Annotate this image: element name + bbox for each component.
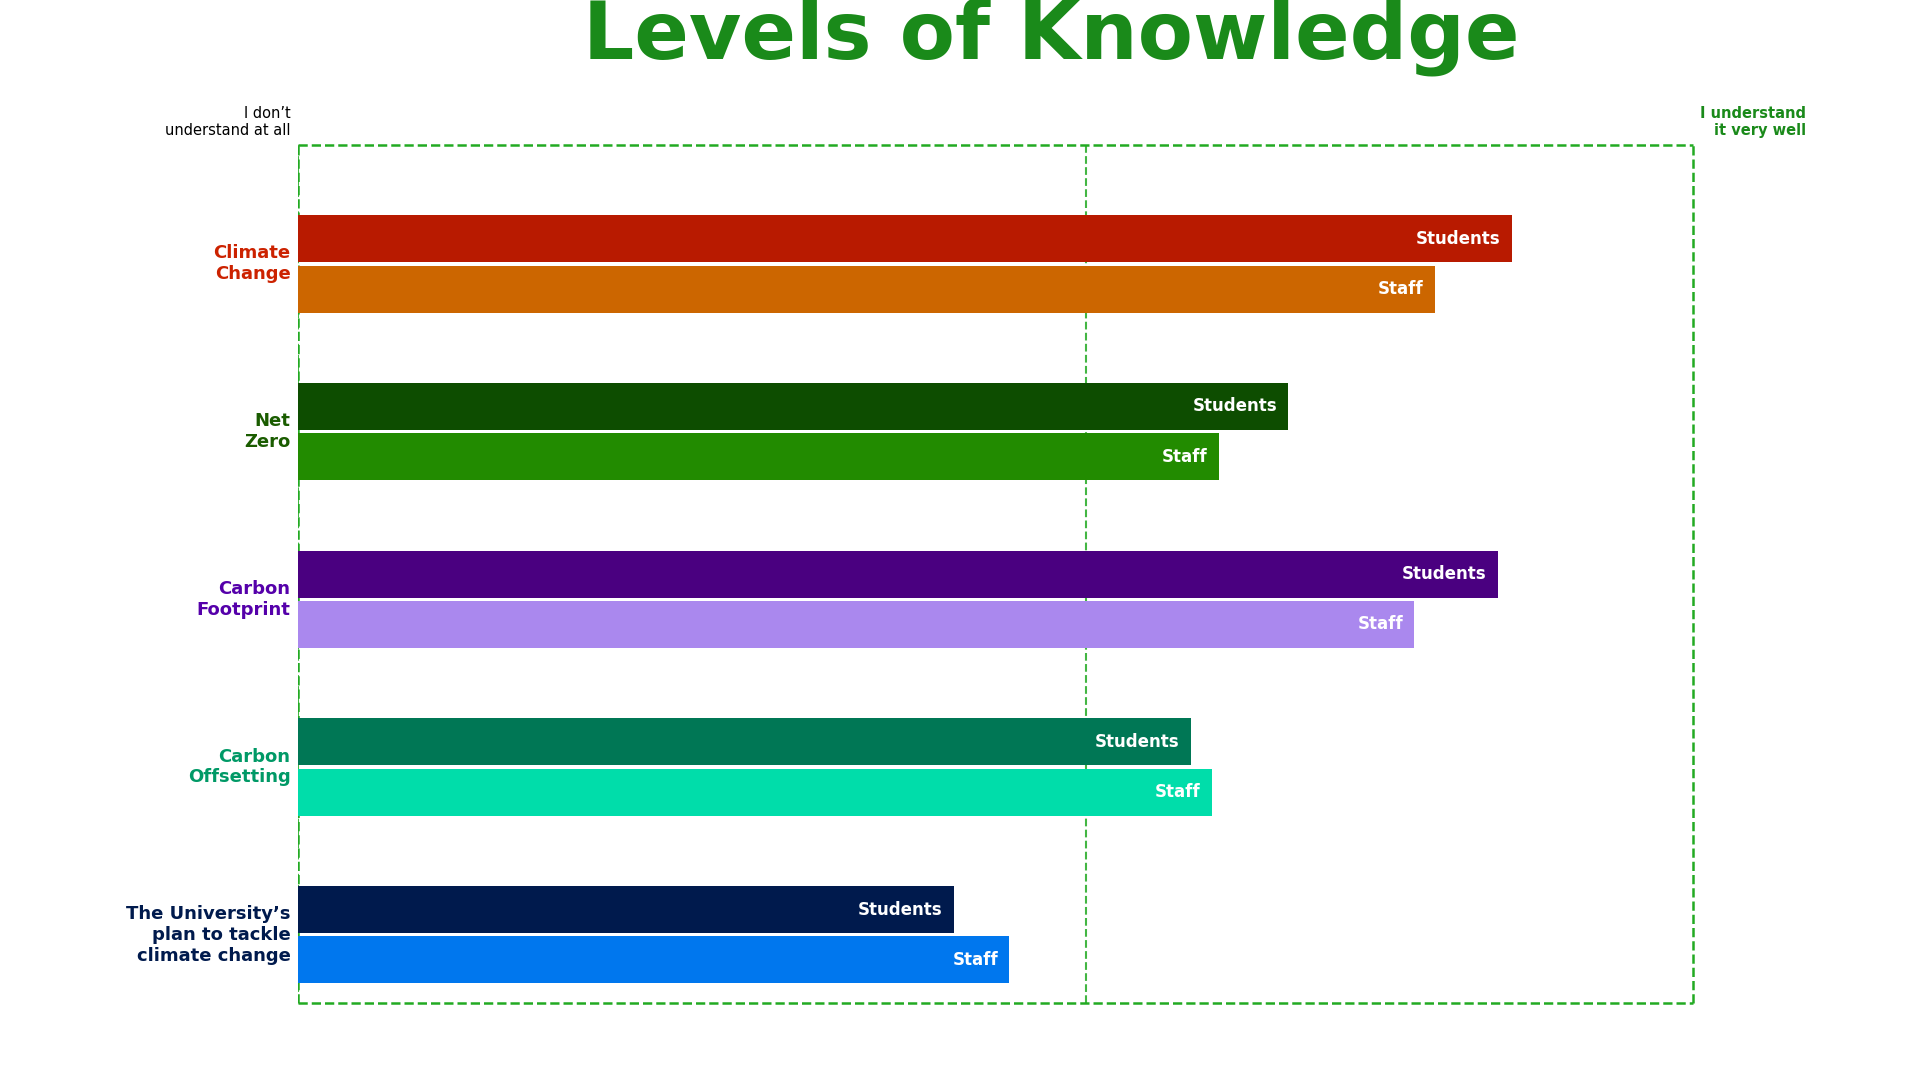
- Text: Students: Students: [1192, 398, 1277, 415]
- Bar: [298, 266, 1434, 312]
- Bar: [298, 550, 1498, 598]
- Text: Students: Students: [1402, 565, 1486, 583]
- Text: Net
Zero: Net Zero: [244, 412, 290, 451]
- Text: Students: Students: [1415, 230, 1501, 248]
- Bar: [298, 769, 1212, 816]
- Text: I don’t
understand at all: I don’t understand at all: [165, 106, 290, 138]
- Bar: [298, 936, 1010, 984]
- Bar: [298, 215, 1511, 263]
- Text: Staff: Staff: [1379, 280, 1425, 298]
- Text: Levels of Knowledge: Levels of Knowledge: [584, 0, 1519, 76]
- Text: Carbon
Offsetting: Carbon Offsetting: [188, 748, 290, 786]
- Text: Staff: Staff: [1357, 615, 1404, 633]
- Text: The University’s
plan to tackle
climate change: The University’s plan to tackle climate …: [127, 905, 290, 964]
- Text: Students: Students: [858, 900, 943, 919]
- Text: Climate
Change: Climate Change: [213, 244, 290, 283]
- Bar: [298, 433, 1219, 480]
- Text: Carbon
Footprint: Carbon Footprint: [196, 579, 290, 618]
- Bar: [298, 719, 1190, 765]
- Text: Staff: Staff: [1156, 783, 1200, 801]
- Bar: [298, 601, 1413, 648]
- Text: I understand
it very well: I understand it very well: [1699, 106, 1807, 138]
- Text: Staff: Staff: [1162, 448, 1208, 466]
- Bar: [298, 886, 954, 933]
- Text: Staff: Staff: [952, 951, 998, 969]
- Bar: [298, 383, 1288, 430]
- Text: Students: Students: [1094, 733, 1179, 751]
